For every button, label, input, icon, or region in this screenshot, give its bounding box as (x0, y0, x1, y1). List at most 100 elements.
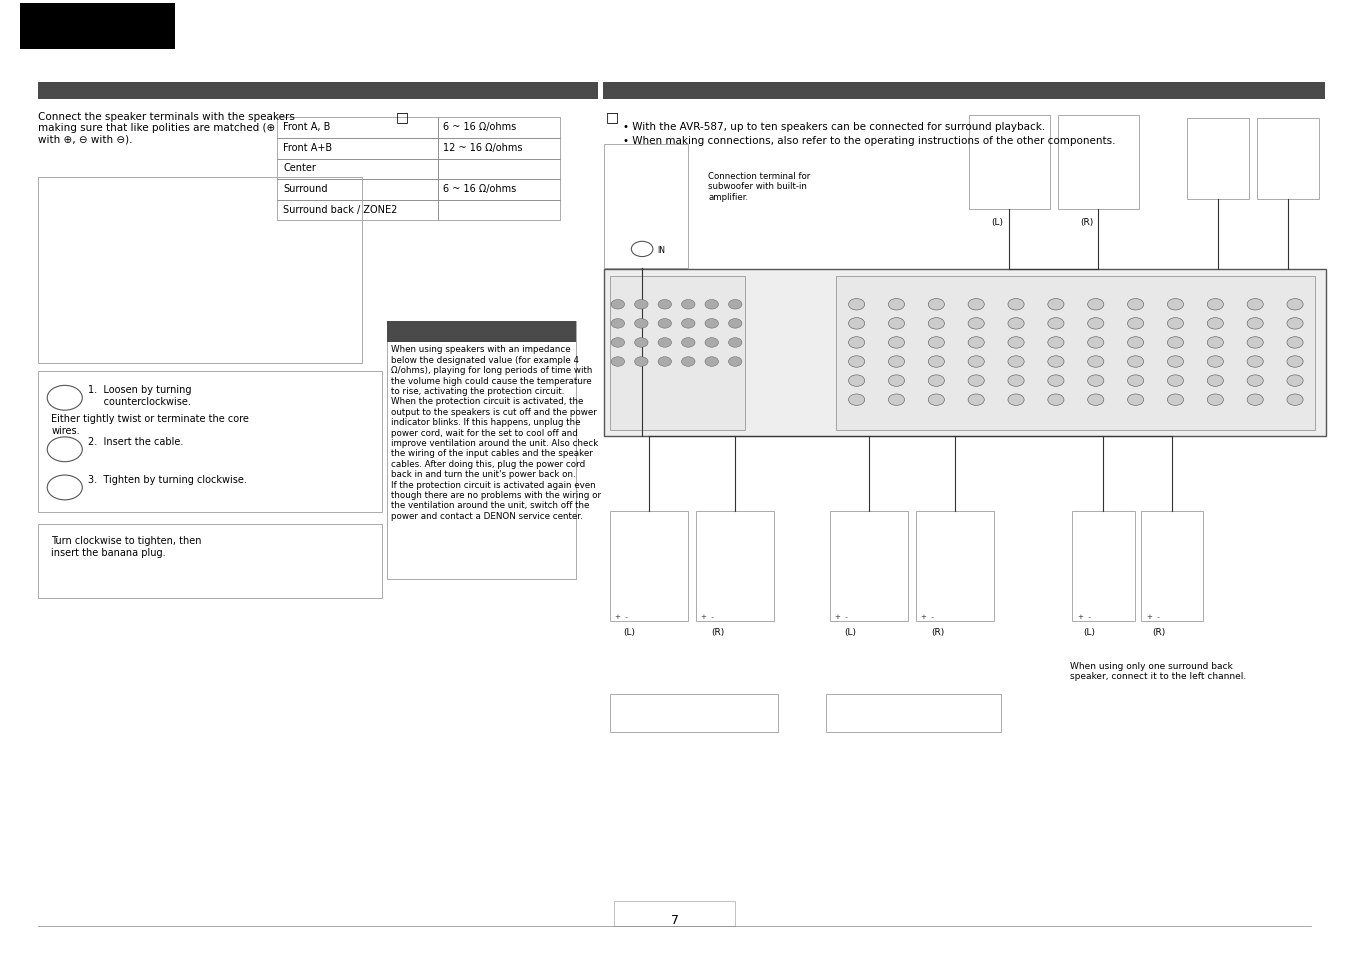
Text: When using speakers with an impedance
below the designated value (for example 4
: When using speakers with an impedance be… (391, 345, 602, 520)
Text: When using only one surround back
speaker, connect it to the left channel.: When using only one surround back speake… (1070, 661, 1246, 680)
Circle shape (1128, 337, 1144, 349)
Bar (1058, 116, 1139, 210)
Text: Surround back / ZONE2: Surround back / ZONE2 (283, 204, 398, 214)
Bar (438, 159, 560, 180)
Circle shape (928, 356, 944, 368)
Text: • With the AVR-587, up to ten speakers can be connected for surround playback.: • With the AVR-587, up to ten speakers c… (623, 122, 1045, 132)
Bar (1072, 512, 1135, 621)
Text: Surround: Surround (283, 184, 328, 193)
Text: 6 ~ 16 Ω/ohms: 6 ~ 16 Ω/ohms (444, 184, 517, 193)
Bar (438, 200, 560, 221)
Circle shape (889, 395, 905, 406)
Circle shape (1207, 356, 1224, 368)
Circle shape (1287, 337, 1303, 349)
Text: (L): (L) (992, 217, 1004, 226)
Text: Center: Center (283, 163, 316, 173)
Text: +  -: + - (835, 614, 849, 619)
Text: IN: IN (657, 246, 665, 254)
Text: 6 ~ 16 Ω/ohms: 6 ~ 16 Ω/ohms (444, 122, 517, 132)
Circle shape (1008, 318, 1024, 330)
Circle shape (728, 300, 742, 310)
Text: (L): (L) (1083, 627, 1095, 636)
Circle shape (1246, 337, 1263, 349)
Circle shape (1048, 337, 1064, 349)
Circle shape (1087, 395, 1103, 406)
Circle shape (681, 357, 695, 367)
Circle shape (706, 300, 719, 310)
Bar (603, 83, 1325, 100)
Circle shape (658, 300, 672, 310)
Text: (L): (L) (623, 627, 635, 636)
Circle shape (889, 299, 905, 311)
Circle shape (634, 319, 648, 329)
Bar (438, 118, 560, 139)
Circle shape (611, 300, 625, 310)
Bar (38, 372, 382, 513)
Circle shape (1246, 299, 1263, 311)
Circle shape (1008, 395, 1024, 406)
Circle shape (634, 357, 648, 367)
Circle shape (1087, 337, 1103, 349)
Circle shape (849, 375, 865, 387)
Circle shape (1128, 299, 1144, 311)
Circle shape (706, 319, 719, 329)
Circle shape (1008, 299, 1024, 311)
Bar (277, 180, 438, 200)
Circle shape (849, 337, 865, 349)
Bar (38, 524, 382, 598)
Circle shape (1167, 395, 1183, 406)
Circle shape (658, 319, 672, 329)
Circle shape (928, 337, 944, 349)
Circle shape (1048, 318, 1064, 330)
Bar (1141, 512, 1203, 621)
Circle shape (1287, 299, 1303, 311)
Circle shape (1246, 356, 1263, 368)
Circle shape (928, 318, 944, 330)
Text: (L): (L) (844, 627, 857, 636)
Circle shape (631, 242, 653, 257)
Circle shape (611, 319, 625, 329)
Circle shape (928, 375, 944, 387)
Bar (387, 322, 576, 579)
Bar (969, 116, 1050, 210)
Circle shape (969, 375, 985, 387)
Circle shape (706, 338, 719, 348)
Text: Front A, B: Front A, B (283, 122, 331, 132)
Circle shape (1128, 356, 1144, 368)
Circle shape (1246, 318, 1263, 330)
Circle shape (928, 395, 944, 406)
Circle shape (849, 395, 865, 406)
Text: 1.  Loosen by turning
     counterclockwise.: 1. Loosen by turning counterclockwise. (88, 385, 192, 407)
Text: +  -: + - (1147, 614, 1160, 619)
Circle shape (1087, 356, 1103, 368)
Text: 12 ~ 16 Ω/ohms: 12 ~ 16 Ω/ohms (444, 143, 523, 152)
Text: Turn clockwise to tighten, then
insert the banana plug.: Turn clockwise to tighten, then insert t… (51, 536, 202, 558)
Circle shape (611, 357, 625, 367)
Text: Either tightly twist or terminate the core
wires.: Either tightly twist or terminate the co… (51, 414, 250, 436)
Circle shape (849, 318, 865, 330)
Bar (38, 178, 362, 364)
Bar (277, 159, 438, 180)
Bar (610, 276, 745, 431)
Circle shape (658, 338, 672, 348)
Circle shape (1246, 395, 1263, 406)
Bar (438, 139, 560, 159)
Bar (610, 512, 688, 621)
Circle shape (681, 300, 695, 310)
Bar (614, 902, 735, 926)
Bar (1187, 119, 1249, 200)
Circle shape (1128, 375, 1144, 387)
Circle shape (889, 356, 905, 368)
Circle shape (1008, 356, 1024, 368)
Text: □: □ (395, 111, 409, 125)
Text: (R): (R) (931, 627, 944, 636)
Circle shape (928, 299, 944, 311)
Circle shape (1287, 375, 1303, 387)
Circle shape (1087, 318, 1103, 330)
Circle shape (1167, 356, 1183, 368)
Circle shape (728, 319, 742, 329)
Circle shape (1207, 299, 1224, 311)
Circle shape (889, 337, 905, 349)
Circle shape (1207, 318, 1224, 330)
Circle shape (969, 395, 985, 406)
